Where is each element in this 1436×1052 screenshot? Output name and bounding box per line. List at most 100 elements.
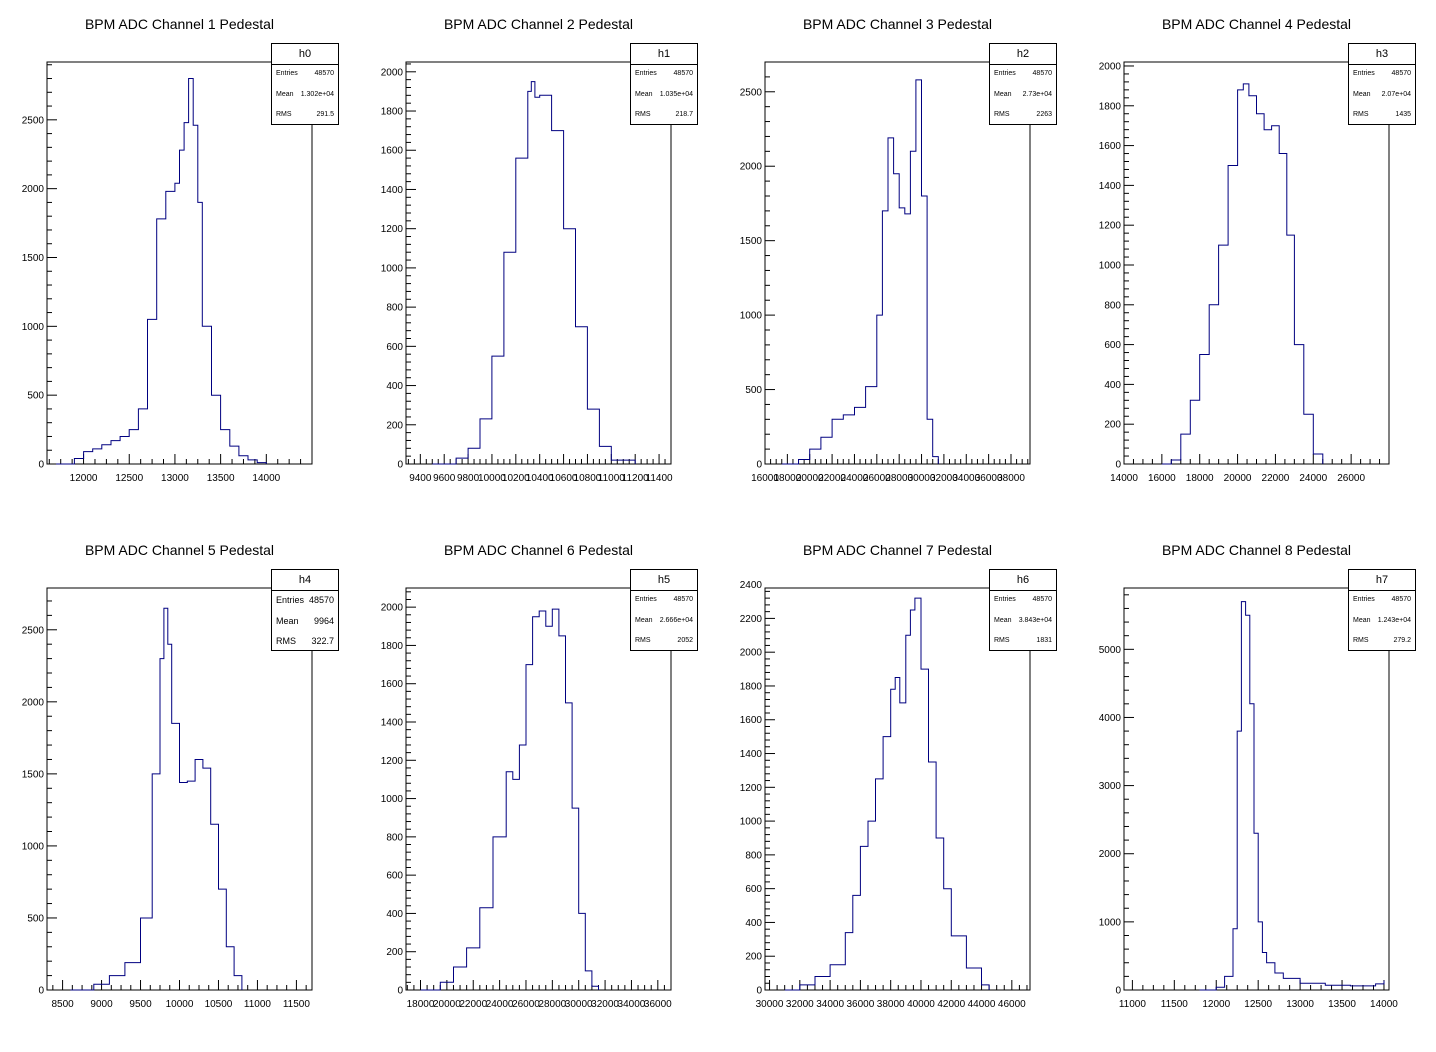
- histogram-plot: 11000 11500 12000 12500 13000 13500 14000 0 1000…: [1099, 587, 1398, 1010]
- stats-label: Entries: [994, 70, 1016, 77]
- y-tick-label: 2000: [22, 184, 45, 195]
- stats-row-mean: Mean 1.302e+04: [276, 85, 334, 105]
- x-tick-label: 26000: [512, 999, 540, 1010]
- y-tick-label: 0: [38, 460, 44, 471]
- x-tick-label: 28000: [885, 473, 913, 484]
- y-tick-label: 200: [745, 952, 762, 963]
- stats-label: Mean: [276, 90, 294, 98]
- y-tick-label: 3000: [1099, 781, 1122, 792]
- stats-value: 1.243e+04: [1377, 616, 1411, 624]
- y-tick-label: 1000: [1099, 917, 1122, 928]
- histogram-series-line: [56, 78, 267, 465]
- y-tick-label: 1000: [1099, 260, 1122, 271]
- x-tick-label: 12500: [1244, 999, 1272, 1010]
- stats-row-entries: Entries 48570: [276, 590, 334, 610]
- y-tick-label: 500: [27, 913, 44, 924]
- x-tick-label: 9800: [457, 473, 480, 484]
- stats-box: h7 Entries 48570 Mean 1.243e+04 RMS 279.2: [1348, 569, 1416, 651]
- y-tick-label: 800: [386, 303, 403, 314]
- y-tick-label: 2500: [740, 87, 763, 98]
- y-tick-label: 1500: [22, 253, 45, 264]
- y-tick-label: 400: [1104, 380, 1121, 391]
- y-tick-label: 4000: [1099, 713, 1122, 724]
- y-tick-label: 0: [1115, 460, 1121, 471]
- y-tick-label: 2000: [22, 697, 45, 708]
- histogram-series-line: [781, 79, 939, 465]
- stats-value: 2.666e+04: [659, 616, 693, 624]
- stats-value: 279.2: [1393, 637, 1411, 644]
- x-tick-label: 18000: [1186, 473, 1214, 484]
- stats-row-entries: Entries 48570: [635, 64, 693, 84]
- x-tick-label: 13000: [1286, 999, 1314, 1010]
- x-tick-label: 9000: [90, 999, 113, 1010]
- x-tick-label: 10000: [478, 473, 506, 484]
- stats-histogram-name: h7: [1349, 570, 1415, 591]
- histogram-series-line: [1161, 83, 1324, 465]
- y-tick-label: 2000: [381, 67, 404, 78]
- stats-box: h1 Entries 48570 Mean 1.035e+04 RMS 218.7: [630, 43, 698, 125]
- histogram-pad: 14000 16000 18000 20000 22000 24000 26000 0 200 4…: [1077, 0, 1436, 526]
- y-tick-label: 1800: [381, 641, 404, 652]
- stats-row-mean: Mean 2.07e+04: [1353, 85, 1411, 105]
- stats-row-rms: RMS 218.7: [635, 105, 693, 125]
- stats-value: 48570: [1391, 70, 1411, 77]
- x-tick-label: 34000: [618, 999, 646, 1010]
- stats-label: RMS: [1353, 637, 1369, 644]
- stats-label: RMS: [635, 111, 651, 118]
- stats-box: h5 Entries 48570 Mean 2.666e+04 RMS 2052: [630, 569, 698, 651]
- stats-row-mean: Mean 2.666e+04: [635, 611, 693, 631]
- stats-label: RMS: [635, 637, 651, 644]
- x-tick-label: 32000: [591, 999, 619, 1010]
- x-tick-label: 10000: [166, 999, 194, 1010]
- y-tick-label: 1200: [1099, 221, 1122, 232]
- y-tick-label: 1400: [740, 749, 763, 760]
- x-tick-label: 20000: [433, 999, 461, 1010]
- plot-frame: [764, 61, 1031, 465]
- stats-label: Mean: [276, 615, 299, 626]
- x-tick-label: 22000: [1262, 473, 1290, 484]
- stats-value: 1435: [1395, 111, 1411, 118]
- stats-row-rms: RMS 322.7: [276, 631, 334, 651]
- y-tick-label: 2500: [22, 625, 45, 636]
- x-tick-label: 18000: [773, 473, 801, 484]
- stats-label: Entries: [635, 596, 657, 603]
- y-tick-label: 400: [745, 918, 762, 929]
- histogram-series-line: [420, 608, 599, 991]
- x-tick-label: 12500: [115, 473, 143, 484]
- histogram-pad: 16000 18000 20000 22000 24000 26000 28000 30000…: [718, 0, 1077, 526]
- histogram-pad: 12000 12500 13000 13500 14000 0 500 1000 1500 200…: [0, 0, 359, 526]
- x-tick-label: 34000: [952, 473, 980, 484]
- stats-row-rms: RMS 291.5: [276, 105, 334, 125]
- y-tick-label: 2000: [1099, 61, 1122, 72]
- y-tick-label: 0: [756, 986, 762, 997]
- x-tick-label: 26000: [1337, 473, 1365, 484]
- stats-box: h3 Entries 48570 Mean 2.07e+04 RMS 1435: [1348, 43, 1416, 125]
- stats-label: RMS: [1353, 111, 1369, 118]
- x-tick-label: 38000: [997, 473, 1025, 484]
- y-tick-label: 2000: [1099, 849, 1122, 860]
- stats-histogram-name: h0: [272, 44, 338, 65]
- histogram-title: BPM ADC Channel 7 Pedestal: [802, 542, 993, 558]
- x-tick-label: 30000: [756, 999, 784, 1010]
- y-tick-label: 1000: [22, 841, 45, 852]
- stats-value: 48570: [673, 70, 693, 77]
- x-tick-label: 11500: [283, 999, 311, 1010]
- stats-label: Entries: [1353, 596, 1375, 603]
- x-tick-label: 46000: [998, 999, 1026, 1010]
- y-tick-label: 600: [1104, 340, 1121, 351]
- histogram-plot: 1600018000200002200024000260002800030000…: [740, 61, 1031, 484]
- x-tick-label: 9500: [129, 999, 152, 1010]
- y-tick-label: 1600: [1099, 141, 1122, 152]
- x-tick-label: 12000: [70, 473, 98, 484]
- x-tick-label: 26000: [863, 473, 891, 484]
- histogram-series-line: [1199, 601, 1385, 991]
- x-tick-label: 38000: [877, 999, 905, 1010]
- histogram-title: BPM ADC Channel 6 Pedestal: [443, 542, 634, 558]
- stats-box: h0 Entries 48570 Mean 1.302e+04 RMS 291.5: [271, 43, 339, 125]
- stats-value: 2.73e+04: [1022, 90, 1052, 98]
- y-tick-label: 1800: [1099, 101, 1122, 112]
- histogram-pad: 18000 20000 22000 24000 26000 28000 30000 32000…: [359, 526, 718, 1052]
- histogram-title: BPM ADC Channel 1 Pedestal: [84, 16, 275, 32]
- x-tick-label: 22000: [459, 999, 487, 1010]
